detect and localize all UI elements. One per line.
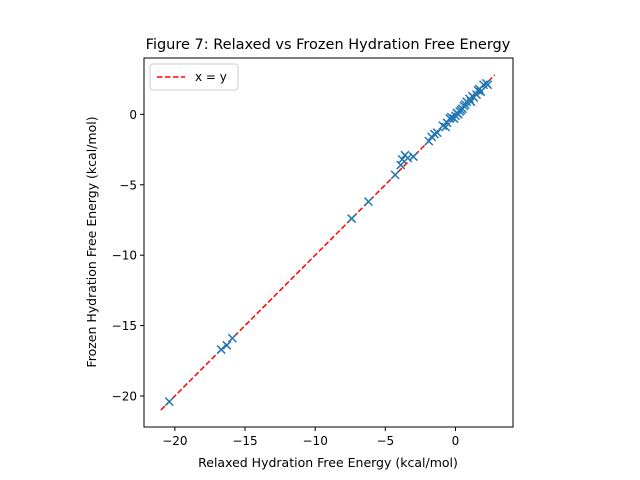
scatter-point <box>396 160 406 170</box>
scatter-point <box>453 109 463 119</box>
scatter-point <box>363 197 374 207</box>
y-axis-label: Frozen Hydration Free Energy (kcal/mol) <box>84 116 99 367</box>
y-tick-label: −5 <box>119 178 137 192</box>
x-tick-label: −10 <box>303 434 328 448</box>
legend: x = y <box>149 63 239 91</box>
scatter-point <box>466 97 476 107</box>
scatter-point <box>429 129 439 139</box>
scatter-point <box>397 154 407 164</box>
scatter-point <box>476 87 486 97</box>
scatter-point <box>479 80 489 90</box>
scatter-point <box>403 153 413 163</box>
scatter-point <box>390 170 400 180</box>
plot-area <box>160 74 496 411</box>
x-tick-label: −5 <box>376 434 394 448</box>
scatter-point <box>347 214 357 224</box>
scatter-point <box>216 345 226 355</box>
scatter-point <box>442 118 452 128</box>
legend-box <box>149 63 239 91</box>
scatter-point <box>222 340 232 350</box>
x-axis-label: Relaxed Hydration Free Energy (kcal/mol) <box>198 455 458 470</box>
y-tick-label: −10 <box>112 249 137 263</box>
legend-label: x = y <box>195 70 227 84</box>
y-tick-label: −15 <box>112 319 137 333</box>
axes-frame <box>143 57 514 428</box>
x-tick-label: −20 <box>162 434 187 448</box>
y-tick-label: −20 <box>112 390 137 404</box>
scatter-point <box>438 121 448 131</box>
y-tick-label: 0 <box>129 108 137 122</box>
scatter-point <box>432 128 442 138</box>
scatter-point <box>408 152 418 162</box>
chart-title: Figure 7: Relaxed vs Frozen Hydration Fr… <box>146 37 511 53</box>
scatter-point <box>483 80 493 90</box>
scatter-point <box>227 333 237 343</box>
x-tick-label: 0 <box>452 434 460 448</box>
scatter-point <box>164 397 174 407</box>
axis-ticks: −20 −15 −10 −5 0 −20 −15 −10 −5 0 <box>112 108 460 448</box>
scatter-point <box>460 99 470 110</box>
x-tick-label: −15 <box>232 434 257 448</box>
scatter-point <box>457 104 468 114</box>
scatter-point <box>424 136 434 146</box>
